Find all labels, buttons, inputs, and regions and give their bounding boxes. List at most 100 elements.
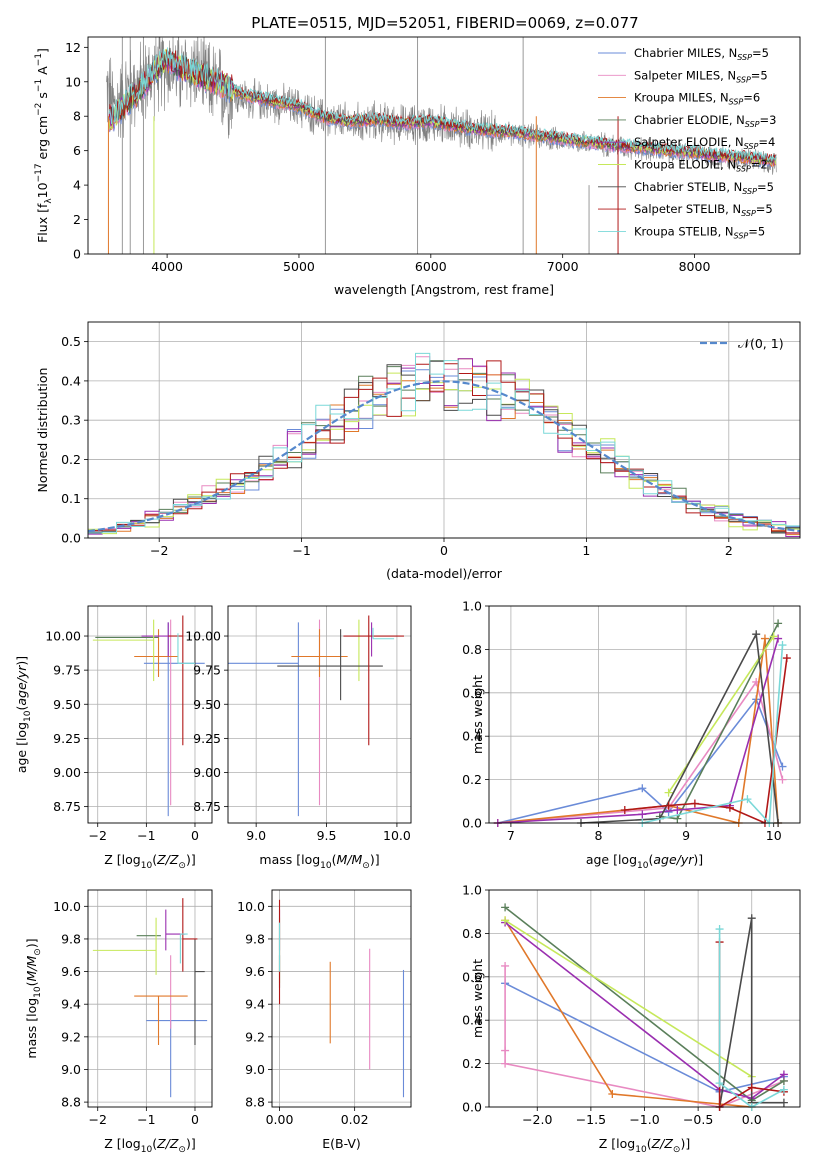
weight-line (718, 918, 784, 1108)
y-tick-label: 6 (73, 143, 81, 158)
y-tick-label: 10.0 (237, 899, 265, 914)
y-tick-label: 0.0 (61, 531, 81, 546)
y-tick-label: 1.0 (462, 883, 482, 898)
y-tick-label: 0.0 (462, 1100, 482, 1115)
y-tick-label: 9.8 (245, 931, 265, 946)
x-tick-label: 4000 (151, 259, 183, 274)
y-tick-label: 9.2 (61, 1029, 81, 1044)
axes-frame (87, 889, 213, 1108)
x-tick-label: 1 (582, 543, 590, 558)
weight-marker (664, 788, 673, 797)
weight-marker (760, 634, 769, 643)
y-tick-label: 9.4 (61, 997, 81, 1012)
y-axis-label: age [log10(age/yr)] (14, 656, 33, 773)
x-tick-label: 8 (595, 828, 603, 843)
weight-marker (501, 961, 510, 970)
weight-marker (501, 916, 510, 925)
age_vs_mass-plot-area (228, 615, 404, 817)
x-axis-label: (data-model)/error (386, 566, 503, 581)
weight-line (497, 680, 784, 824)
weight-marker (501, 1059, 510, 1068)
legend-entry: 𝒩(0, 1) (738, 336, 784, 351)
weight-marker (769, 632, 778, 641)
weight-marker (779, 1070, 788, 1079)
weight-line (497, 638, 779, 824)
weight-marker (725, 803, 734, 812)
weight-marker (782, 654, 791, 663)
y-tick-label: 9.2 (245, 1029, 265, 1044)
x-axis-label: age [log10(age/yr)] (586, 852, 703, 871)
y-tick-label: 9.00 (53, 765, 81, 780)
y-tick-label: 8 (73, 109, 81, 124)
weight-marker (690, 799, 699, 808)
y-tick-label: 4 (73, 178, 81, 193)
x-tick-label: 10 (766, 828, 782, 843)
x-tick-label: 6000 (415, 259, 447, 274)
axes-frame (87, 605, 213, 824)
x-tick-label: −0.5 (683, 1112, 713, 1127)
y-tick-label: 0.1 (61, 491, 81, 506)
weight-marker (774, 634, 783, 643)
y-tick-label: 8.75 (53, 799, 81, 814)
x-tick-label: 7000 (547, 259, 579, 274)
y-tick-label: 1.0 (462, 599, 482, 614)
x-tick-label: −1.0 (629, 1112, 659, 1127)
legend-entry: Chabrier MILES, NSSP=5 (634, 46, 769, 62)
x-tick-label: −2 (89, 828, 107, 843)
y-tick-label: 0.2 (462, 1056, 482, 1071)
x-axis-label: Z [log10(Z/Z⊙)] (599, 1136, 690, 1155)
spectrum-model-line (108, 49, 777, 162)
y-tick-label: 9.0 (245, 1062, 265, 1077)
y-tick-label: 0.3 (61, 413, 81, 428)
weight-marker (747, 914, 756, 923)
x-tick-label: 9 (682, 828, 690, 843)
y-tick-label: 0.8 (462, 642, 482, 657)
y-tick-label: 10.0 (53, 899, 81, 914)
x-tick-label: 0 (191, 828, 199, 843)
weight-line (624, 657, 788, 825)
weight-line (504, 919, 753, 1108)
legend-entry: Kroupa ELODIE, NSSP=2 (634, 158, 768, 174)
x-tick-label: −2 (89, 1112, 107, 1127)
y-tick-label: 0.8 (462, 926, 482, 941)
x-axis-label: wavelength [Angstrom, rest frame] (334, 282, 554, 297)
x-tick-label: 0 (191, 1112, 199, 1127)
spectrum-legend: Chabrier MILES, NSSP=5 Salpeter MILES, NS… (598, 46, 776, 240)
y-axis-label: Normed distribution (35, 368, 50, 493)
weight-line (642, 645, 784, 825)
y-tick-label: 10.00 (45, 629, 81, 644)
panel-weight_vs_Z: −2.0 −1.5 −1.0 −0.5 0.0 0.0 0.2 0.4 0.6 0.8 1.0 Z [… (462, 883, 801, 1155)
axes-frame (488, 889, 801, 1108)
mass_vs_Z-plot-area (92, 898, 208, 1098)
panel-residuals: −2 −1 0 1 2 0.0 0.1 0.2 0.3 0.4 0.5 (data-model)/er… (35, 321, 801, 581)
panel-age_vs_mass: 9.0 9.5 10.0 8.75 9.00 9.25 9.50 9.75 10.00 mass … (185, 605, 412, 871)
x-tick-label: 8000 (679, 259, 711, 274)
y-tick-label: 8.75 (193, 799, 221, 814)
y-tick-label: 8.8 (61, 1095, 81, 1110)
y-tick-label: 9.00 (193, 765, 221, 780)
legend-entry: Chabrier ELODIE, NSSP=3 (634, 113, 776, 129)
weight-line (718, 929, 785, 1108)
y-tick-label: 9.50 (193, 697, 221, 712)
figure-title: PLATE=0515, MJD=52051, FIBERID=0069, z=0… (251, 14, 638, 32)
legend-entry: Salpeter ELODIE, NSSP=4 (634, 135, 775, 151)
weight-marker (752, 630, 761, 639)
weight-marker (673, 814, 682, 823)
x-tick-label: 9.5 (317, 828, 337, 843)
weight-marker (774, 619, 783, 628)
weight-marker (779, 1085, 788, 1094)
weight-marker (608, 1089, 617, 1098)
x-axis-label: mass [log10(M/M⊙)] (259, 852, 379, 871)
x-tick-label: −2.0 (522, 1112, 552, 1127)
x-tick-label: −1 (292, 543, 310, 558)
y-tick-label: 0.0 (462, 816, 482, 831)
weight-marker (638, 810, 647, 819)
y-tick-label: 0.6 (462, 969, 482, 984)
legend-entry: Kroupa MILES, NSSP=6 (634, 91, 760, 107)
y-tick-label: 9.25 (53, 731, 81, 746)
weight-marker (501, 1046, 510, 1055)
x-tick-label: 10.0 (383, 828, 411, 843)
x-axis-label: Z [log10(Z/Z⊙)] (104, 852, 195, 871)
x-tick-label: −1 (137, 828, 155, 843)
panel-weight_vs_age: 7 8 9 10 0.0 0.2 0.4 0.6 0.8 1.0 age [log10(age/yr… (462, 599, 801, 871)
